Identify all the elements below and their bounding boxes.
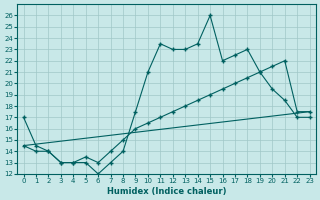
X-axis label: Humidex (Indice chaleur): Humidex (Indice chaleur) [107, 187, 226, 196]
